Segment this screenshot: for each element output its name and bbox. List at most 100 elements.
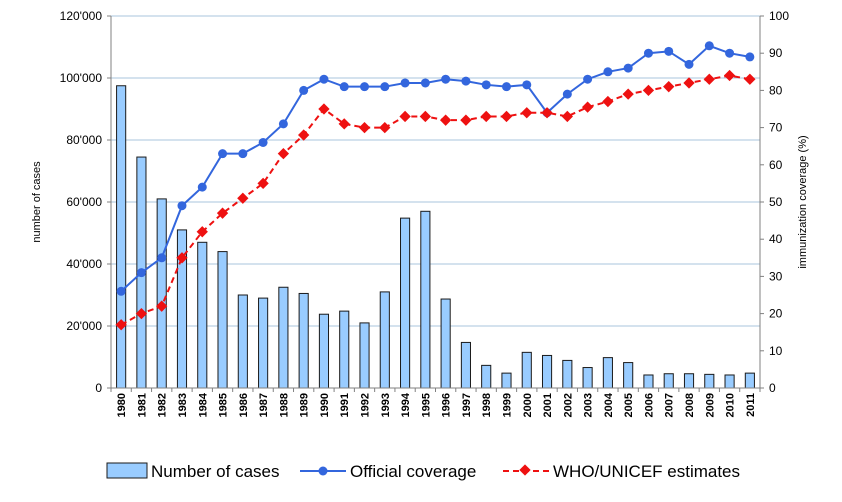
point-who-1986 [237, 192, 249, 204]
right-tick-label-6: 60 [769, 158, 783, 172]
bar-1997 [460, 341, 471, 389]
bar-2007 [663, 373, 674, 389]
x-tick-label-2007: 2007 [664, 393, 676, 417]
point-who-2006 [642, 84, 655, 97]
x-tick-label-1988: 1988 [278, 393, 290, 417]
x-tick-label-2000: 2000 [522, 393, 534, 417]
line-series-who-unicef-estimates [115, 69, 756, 331]
point-official-2006 [643, 48, 653, 58]
legend-swatch-number-of-cases [106, 462, 148, 479]
point-official-1982 [157, 253, 167, 263]
legend-label-number-of-cases: Number of cases [151, 462, 280, 481]
point-official-1999 [501, 82, 511, 92]
line-series-official-coverage [116, 41, 755, 296]
point-official-2004 [603, 67, 613, 77]
axes [107, 15, 764, 392]
point-official-2003 [583, 74, 593, 84]
gridlines [111, 15, 760, 327]
point-who-2005 [622, 88, 634, 100]
legend-marker-who-unicef-estimates [519, 464, 531, 476]
bar-series-number-of-cases [116, 85, 755, 389]
point-official-1991 [339, 82, 349, 92]
x-tick-label-1999: 1999 [501, 393, 513, 417]
right-tick-label-8: 80 [769, 83, 783, 97]
legend-label-who-unicef-estimates: WHO/UNICEF estimates [553, 462, 740, 481]
point-official-1980 [116, 286, 126, 296]
x-tick-label-1996: 1996 [441, 393, 453, 417]
point-who-1989 [298, 129, 310, 141]
left-tick-label-0: 0 [95, 381, 102, 395]
point-official-1985 [218, 149, 228, 159]
bar-1986 [237, 294, 248, 389]
point-who-1981 [135, 307, 148, 320]
x-tick-label-1985: 1985 [218, 393, 230, 417]
point-official-1990 [319, 74, 329, 84]
x-tick-label-2009: 2009 [704, 393, 716, 417]
line-path-who [120, 74, 751, 326]
point-official-1984 [197, 182, 207, 192]
point-official-1987 [258, 137, 268, 147]
bar-1980 [116, 85, 127, 389]
point-who-1987 [257, 177, 269, 190]
bar-2011 [744, 372, 755, 389]
point-who-1993 [379, 121, 391, 134]
x-tick-label-1994: 1994 [400, 392, 412, 417]
point-official-2010 [725, 48, 735, 58]
point-official-2005 [623, 63, 633, 73]
point-official-1983 [177, 201, 187, 211]
x-tick-label-2010: 2010 [725, 393, 737, 417]
point-who-2007 [663, 81, 675, 93]
bar-1982 [156, 198, 167, 389]
point-official-2000 [522, 80, 532, 90]
x-tick-label-2004: 2004 [603, 392, 615, 417]
left-tick-label-1: 20'000 [66, 319, 102, 333]
x-tick-label-1990: 1990 [319, 393, 331, 417]
bar-1989 [298, 292, 309, 389]
bar-1991 [339, 310, 350, 389]
point-who-2010 [723, 69, 736, 82]
point-official-1981 [136, 268, 146, 278]
bar-1984 [197, 241, 208, 389]
x-tick-label-2011: 2011 [745, 393, 757, 417]
legend-label-official-coverage: Official coverage [350, 462, 476, 481]
right-axis-tick-labels: 0 10 20 30 40 50 60 70 80 90 100 [769, 9, 789, 395]
left-tick-label-3: 60'000 [66, 195, 102, 209]
x-tick-label-1991: 1991 [339, 393, 351, 417]
point-official-1997 [461, 76, 471, 86]
point-who-2000 [521, 107, 533, 119]
bar-1999 [501, 372, 512, 389]
bar-1994 [400, 217, 411, 389]
point-who-2004 [602, 95, 614, 108]
bar-1987 [258, 297, 269, 389]
bar-1985 [217, 251, 228, 389]
line-path-official [120, 44, 751, 293]
point-who-1984 [196, 226, 208, 238]
x-tick-label-1986: 1986 [238, 393, 250, 417]
right-tick-label-2: 20 [769, 307, 783, 321]
point-who-1997 [460, 114, 472, 126]
bar-2008 [683, 373, 695, 389]
x-tick-label-1982: 1982 [157, 393, 169, 417]
point-official-1989 [299, 85, 309, 95]
y-axis-right-title: immunization coverage (%) [797, 135, 809, 268]
bar-2005 [623, 362, 634, 389]
point-who-1998 [480, 110, 492, 123]
x-tick-label-2006: 2006 [643, 393, 655, 417]
legend-marker-official-coverage [318, 466, 328, 476]
point-official-2011 [745, 52, 755, 62]
point-who-2003 [581, 101, 594, 113]
point-who-1999 [500, 110, 513, 123]
point-who-1995 [419, 110, 432, 123]
x-tick-label-1989: 1989 [299, 393, 311, 417]
point-who-1982 [156, 300, 168, 312]
right-tick-label-4: 40 [769, 232, 783, 246]
x-tick-label-2002: 2002 [562, 393, 574, 417]
point-official-1992 [360, 82, 370, 92]
point-who-1983 [176, 252, 188, 264]
point-who-2009 [703, 73, 715, 85]
point-official-2007 [664, 46, 674, 56]
right-tick-label-10: 100 [769, 9, 789, 23]
point-official-1996 [441, 74, 451, 84]
bar-1993 [379, 291, 390, 389]
